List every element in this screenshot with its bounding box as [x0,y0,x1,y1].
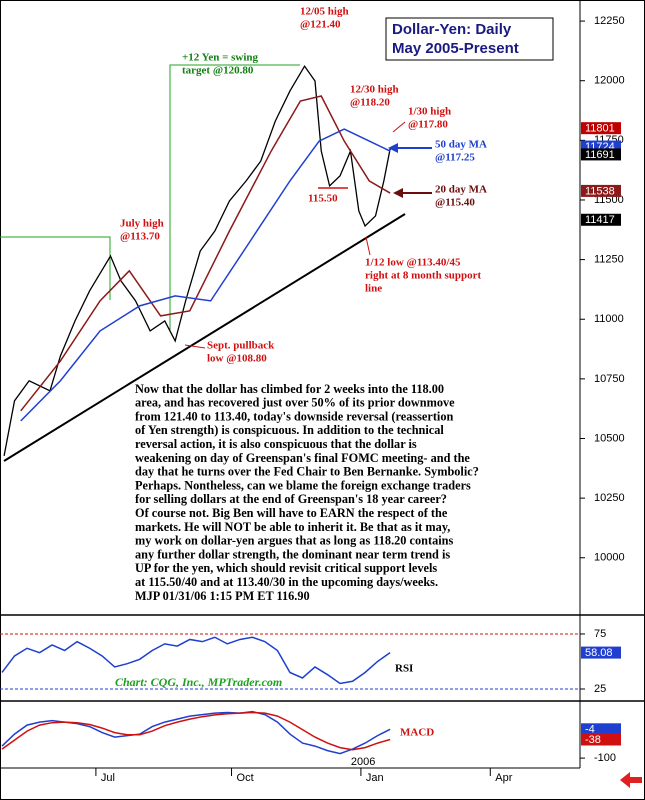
commentary-line: my work on dollar-yen argues that as lon… [135,534,453,548]
commentary-line: day that he turns over the Fed Chair to … [135,465,479,479]
annotation: @115.40 [435,197,475,209]
price-tag [581,184,621,197]
pointer [184,344,206,349]
price-tag-label: -38 [585,734,601,746]
pointer [392,121,406,133]
guide-line [0,236,111,300]
commentary-line: weakening on day of Greenspan's final FO… [135,451,470,465]
price-tag [581,148,621,161]
annotation: @117.80 [408,119,448,131]
annotation: 50 day MA [435,139,487,151]
commentary-line: Perhaps. Nontheless, can we blame the fo… [135,478,471,492]
commentary-line: for selling dollars at the end of Greens… [135,492,447,506]
price-tag-label: 11538 [585,185,615,197]
commentary-line: at 115.50/40 and at 113.40/30 in the upc… [135,575,438,589]
series-line [20,128,391,422]
annotation: 1/12 low @113.40/45 [365,257,461,269]
commentary-line: area, and has recovered just over 50% of… [135,396,455,410]
y-tick-label: 25 [594,683,606,695]
annotation: @117.25 [435,152,475,164]
commentary-line: from 121.40 to 113.40, today's downside … [135,409,453,423]
chart-subtitle: May 2005-Present [392,40,519,57]
y-tick-label: 10750 [594,373,625,385]
y-tick-label: 11000 [594,313,624,325]
price-tag-label: 58.08 [585,647,613,659]
y-tick-label: 12250 [594,15,625,27]
price-tag [581,122,621,135]
panel-label: RSI [395,663,413,675]
price-tag [581,723,621,736]
y-tick-label: 11250 [594,254,624,266]
series-line [3,64,391,457]
price-tag-label: -4 [585,724,595,736]
annotation: @118.20 [350,97,390,109]
annotation: 1/30 high [408,106,451,118]
x-tick-label: Apr [495,772,512,784]
arrow-head [388,143,398,153]
arrow-head [393,188,403,198]
y-tick-label: 75 [594,628,606,640]
y-tick-label: -100 [594,752,616,764]
price-tag [581,213,621,226]
annotation: Sept. pullback [207,340,275,352]
series-line [20,95,391,412]
support-line [3,213,406,462]
commentary-line: of Yen strength) is conspicuous. In addi… [135,423,444,437]
panel-label: MACD [400,727,434,739]
title-box [385,17,554,61]
nav-arrow [620,772,642,788]
annotation: low @108.80 [207,353,267,365]
annotation: right at 8 month support [365,270,481,282]
pointer [365,236,371,256]
annotation: +12 Yen = swing [182,52,259,64]
credit: Chart: CQG, Inc., MPTrader.com [115,675,282,689]
price-tag-label: 11417 [585,214,615,226]
price-tag [581,733,621,746]
annotation: @113.70 [120,231,160,243]
price-tag-label: 11691 [585,149,615,161]
price-tag-label: 11801 [585,123,615,135]
annotation: 115.50 [308,193,338,205]
annotation: @121.40 [300,19,341,31]
series-line [1,636,391,685]
year-label: 2006 [351,756,375,768]
y-tick-label: 10000 [594,552,625,564]
x-tick-label: Oct [237,772,254,784]
commentary-line: Of course not. Big Ben will have to EARN… [135,506,448,520]
x-tick-label: Jul [101,772,115,784]
guide-line [169,64,300,330]
x-tick-label: Jan [366,772,384,784]
commentary-line: markets. He will NOT be able to inherit … [135,520,450,534]
chart-title: Dollar-Yen: Daily [392,21,512,38]
price-tag [581,646,621,659]
commentary-line: reversal action, it is also conspicuous … [135,437,417,451]
annotation: target @120.80 [182,65,254,77]
series-line [1,711,391,751]
annotation: 12/05 high [300,6,349,18]
y-tick-label: 10500 [594,432,625,444]
annotation: July high [120,218,164,230]
commentary-line: UP for the yen, which should revisit cri… [135,561,437,575]
annotation: line [365,283,382,295]
annotation: 20 day MA [435,184,487,196]
y-tick-label: 10250 [594,492,625,504]
y-tick-label: 12000 [594,75,625,87]
annotation: 12/30 high [350,84,399,96]
commentary-line: Now that the dollar has climbed for 2 we… [135,382,444,396]
commentary-line: MJP 01/31/06 1:15 PM ET 116.90 [135,589,310,603]
commentary-line: any further dollar strength, the dominan… [135,547,450,561]
